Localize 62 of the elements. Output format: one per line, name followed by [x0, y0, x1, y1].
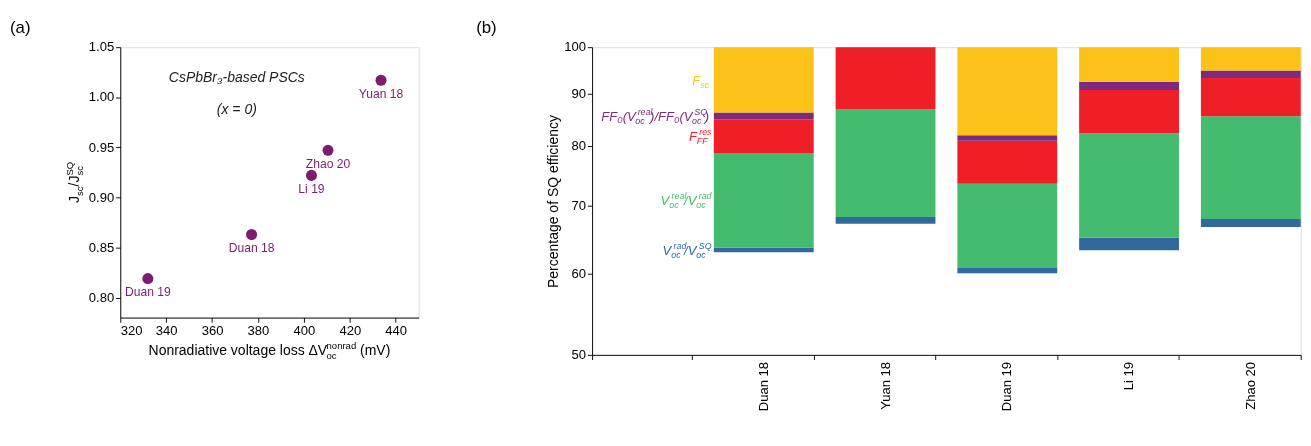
bar: [835, 47, 936, 110]
y-tick-label: 1.00: [88, 89, 115, 105]
annotation: (x = 0): [216, 101, 257, 118]
point: [322, 144, 334, 156]
point: [142, 273, 154, 285]
x-tick-label: Yuan 18: [877, 361, 893, 410]
bar: [713, 152, 814, 248]
x-tick-label: 420: [339, 322, 362, 338]
annotation: CsPbBr₃-based PSCs: [168, 68, 305, 85]
y-tick-label: 100: [564, 39, 587, 55]
y-tick-label: 80: [571, 138, 587, 154]
bar: [713, 247, 814, 253]
bar: [957, 268, 1058, 274]
bar: [1200, 219, 1301, 227]
bar: [957, 47, 1058, 136]
x-tick-label: Duan 18: [755, 361, 771, 412]
bar: [957, 140, 1058, 184]
annotation: Duan 19: [124, 285, 171, 300]
bar: [1079, 81, 1179, 91]
bar: [1200, 77, 1301, 117]
x-tick-label: Duan 19: [999, 361, 1015, 412]
bar: [957, 183, 1058, 269]
bar: [1200, 70, 1301, 78]
point: [246, 228, 258, 240]
y-axis-title: Jsc/JSQsc: [64, 161, 86, 203]
chart-title: (a): [9, 18, 31, 38]
y-tick-label: 0.90: [88, 189, 115, 205]
x-tick-label: 400: [293, 322, 316, 338]
bar: [713, 119, 814, 153]
y-tick-label: 0.95: [88, 139, 115, 155]
bar: [1079, 47, 1179, 82]
bar: [957, 135, 1058, 141]
annotation: Yuan 18: [358, 86, 404, 101]
x-tick-label: 380: [247, 322, 270, 338]
bar: [835, 109, 936, 218]
bar: [713, 47, 814, 113]
bar: [1200, 47, 1301, 71]
bar: [1079, 133, 1179, 238]
x-tick-label: Li 19: [1121, 361, 1137, 391]
x-tick-label: 320: [120, 322, 143, 338]
bar: [1200, 116, 1301, 220]
y-tick-label: 0.85: [88, 239, 115, 255]
x-tick-label: 360: [201, 322, 224, 338]
bar: [835, 217, 936, 224]
y-tick-label: 60: [571, 266, 587, 282]
y-tick-label: 50: [571, 347, 587, 363]
chart-title: (b): [476, 18, 497, 38]
x-tick-label: Zhao 20: [1243, 361, 1259, 410]
bar: [1079, 90, 1179, 134]
bar: [1079, 237, 1179, 251]
y-tick-label: 0.80: [88, 289, 115, 305]
annotation: Zhao 20: [305, 157, 351, 172]
x-tick-label: 340: [155, 322, 178, 338]
point: [375, 74, 387, 86]
y-tick-label: 70: [571, 197, 587, 213]
y-axis-title: Percentage of SQ efficiency: [544, 115, 561, 288]
y-tick-label: 1.05: [88, 39, 115, 55]
annotation: Li 19: [298, 182, 325, 197]
point: [305, 169, 317, 181]
y-tick-label: 90: [571, 86, 587, 102]
annotation: Duan 18: [228, 241, 275, 256]
x-tick-label: 440: [385, 322, 408, 338]
